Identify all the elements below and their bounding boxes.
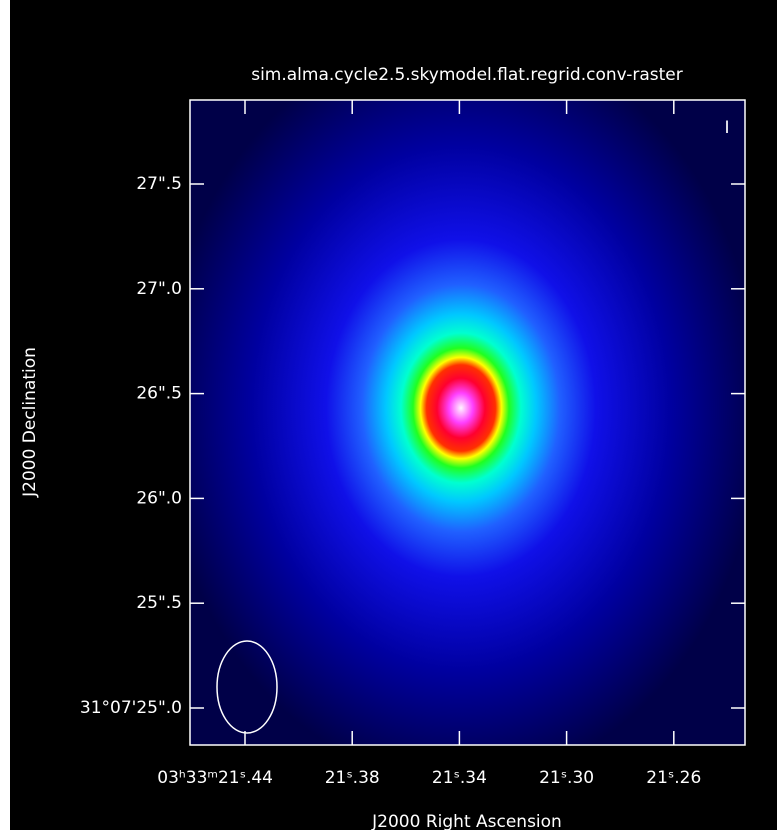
y-tick-label: 27".5: [136, 174, 182, 194]
y-tick-label: 27".0: [136, 279, 182, 299]
y-tick-label: 26".0: [136, 488, 182, 508]
y-tick-label: 26".5: [136, 384, 182, 404]
x-tick-label: 21ˢ.38: [325, 768, 380, 788]
x-tick-label: 21ˢ.30: [539, 768, 594, 788]
viewer: sim.alma.cycle2.5.skymodel.flat.regrid.c…: [0, 0, 783, 838]
y-axis-label: J2000 Declination: [20, 347, 40, 498]
image-raster: [190, 100, 745, 745]
x-tick-label: 21ˢ.26: [646, 768, 701, 788]
title: sim.alma.cycle2.5.skymodel.flat.regrid.c…: [251, 65, 683, 85]
y-tick-label: 31°07'25".0: [80, 698, 182, 718]
x-axis-label: J2000 Right Ascension: [371, 812, 562, 832]
x-tick-label: 03ʰ33ᵐ21ˢ.44: [157, 768, 273, 788]
stokes-label: I: [724, 118, 729, 138]
y-tick-label: 25".5: [136, 593, 182, 613]
x-tick-label: 21ˢ.34: [432, 768, 487, 788]
